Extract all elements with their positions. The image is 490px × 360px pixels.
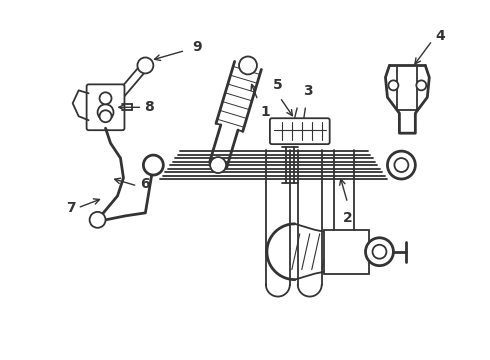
Circle shape (90, 212, 105, 228)
Circle shape (366, 238, 393, 266)
Text: 3: 3 (303, 84, 313, 98)
Text: 7: 7 (66, 201, 75, 215)
Circle shape (416, 80, 426, 90)
Circle shape (388, 151, 416, 179)
Circle shape (389, 80, 398, 90)
Text: 1: 1 (260, 105, 270, 119)
Circle shape (210, 157, 226, 173)
Text: 9: 9 (192, 40, 202, 54)
FancyBboxPatch shape (87, 84, 124, 130)
Circle shape (394, 158, 408, 172)
Circle shape (137, 58, 153, 73)
Circle shape (144, 155, 163, 175)
Text: 8: 8 (145, 100, 154, 114)
Text: 4: 4 (435, 28, 445, 42)
Text: 6: 6 (141, 177, 150, 191)
Bar (324, 230, 368, 274)
Text: 5: 5 (273, 78, 283, 92)
Text: 2: 2 (343, 211, 352, 225)
Circle shape (239, 57, 257, 75)
Circle shape (372, 245, 387, 259)
Circle shape (98, 104, 114, 120)
Circle shape (99, 92, 112, 104)
Circle shape (99, 110, 112, 122)
FancyBboxPatch shape (270, 118, 330, 144)
